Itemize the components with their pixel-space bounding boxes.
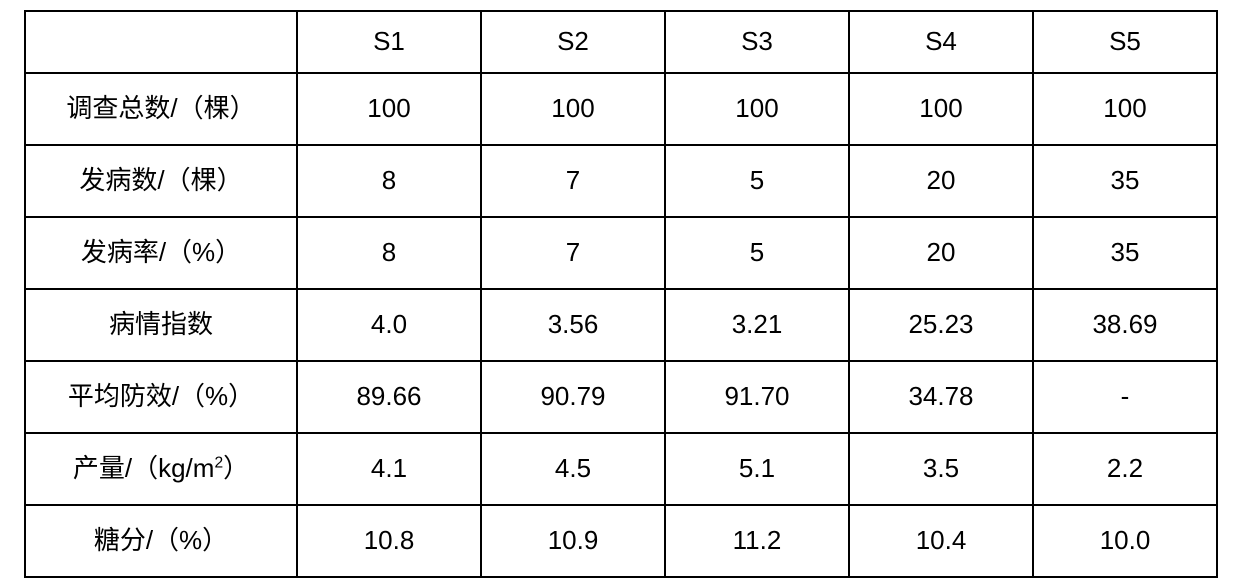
table-header-row: S1 S2 S3 S4 S5	[25, 11, 1217, 73]
data-table: S1 S2 S3 S4 S5 调查总数/（棵） 100 100 100 100 …	[24, 10, 1218, 578]
data-cell: 2.2	[1033, 433, 1217, 505]
header-cell: S1	[297, 11, 481, 73]
data-cell: 4.1	[297, 433, 481, 505]
data-cell: 10.8	[297, 505, 481, 577]
data-cell: 7	[481, 217, 665, 289]
header-cell: S4	[849, 11, 1033, 73]
data-cell: 5	[665, 217, 849, 289]
data-cell: 100	[297, 73, 481, 145]
row-label: 调查总数/（棵）	[25, 73, 297, 145]
data-cell: 25.23	[849, 289, 1033, 361]
data-cell: 10.4	[849, 505, 1033, 577]
data-cell: 90.79	[481, 361, 665, 433]
data-cell: 89.66	[297, 361, 481, 433]
data-cell: 20	[849, 145, 1033, 217]
data-cell: 100	[1033, 73, 1217, 145]
table-row: 糖分/（%） 10.8 10.9 11.2 10.4 10.0	[25, 505, 1217, 577]
data-cell: 100	[665, 73, 849, 145]
data-cell: 10.9	[481, 505, 665, 577]
header-cell: S3	[665, 11, 849, 73]
data-cell: 3.21	[665, 289, 849, 361]
data-cell: 38.69	[1033, 289, 1217, 361]
data-cell: 4.5	[481, 433, 665, 505]
row-label: 平均防效/（%）	[25, 361, 297, 433]
data-cell: 34.78	[849, 361, 1033, 433]
data-cell: 11.2	[665, 505, 849, 577]
data-cell: 100	[849, 73, 1033, 145]
data-cell: 20	[849, 217, 1033, 289]
header-cell: S2	[481, 11, 665, 73]
row-label: 病情指数	[25, 289, 297, 361]
header-cell: S5	[1033, 11, 1217, 73]
data-cell: 35	[1033, 145, 1217, 217]
data-cell: 8	[297, 145, 481, 217]
data-cell: 35	[1033, 217, 1217, 289]
data-cell: 8	[297, 217, 481, 289]
row-label: 发病率/（%）	[25, 217, 297, 289]
header-cell-blank	[25, 11, 297, 73]
data-cell: 5	[665, 145, 849, 217]
data-cell: 7	[481, 145, 665, 217]
data-cell: 5.1	[665, 433, 849, 505]
row-label: 产量/（kg/m2）	[25, 433, 297, 505]
table-row: 调查总数/（棵） 100 100 100 100 100	[25, 73, 1217, 145]
table-row: 发病数/（棵） 8 7 5 20 35	[25, 145, 1217, 217]
page: S1 S2 S3 S4 S5 调查总数/（棵） 100 100 100 100 …	[0, 0, 1240, 569]
row-label: 糖分/（%）	[25, 505, 297, 577]
table-row: 平均防效/（%） 89.66 90.79 91.70 34.78 -	[25, 361, 1217, 433]
data-cell: -	[1033, 361, 1217, 433]
data-cell: 100	[481, 73, 665, 145]
row-label: 发病数/（棵）	[25, 145, 297, 217]
table-row: 产量/（kg/m2） 4.1 4.5 5.1 3.5 2.2	[25, 433, 1217, 505]
data-cell: 3.56	[481, 289, 665, 361]
data-cell: 10.0	[1033, 505, 1217, 577]
table-row: 病情指数 4.0 3.56 3.21 25.23 38.69	[25, 289, 1217, 361]
data-cell: 91.70	[665, 361, 849, 433]
table-row: 发病率/（%） 8 7 5 20 35	[25, 217, 1217, 289]
data-cell: 3.5	[849, 433, 1033, 505]
data-cell: 4.0	[297, 289, 481, 361]
